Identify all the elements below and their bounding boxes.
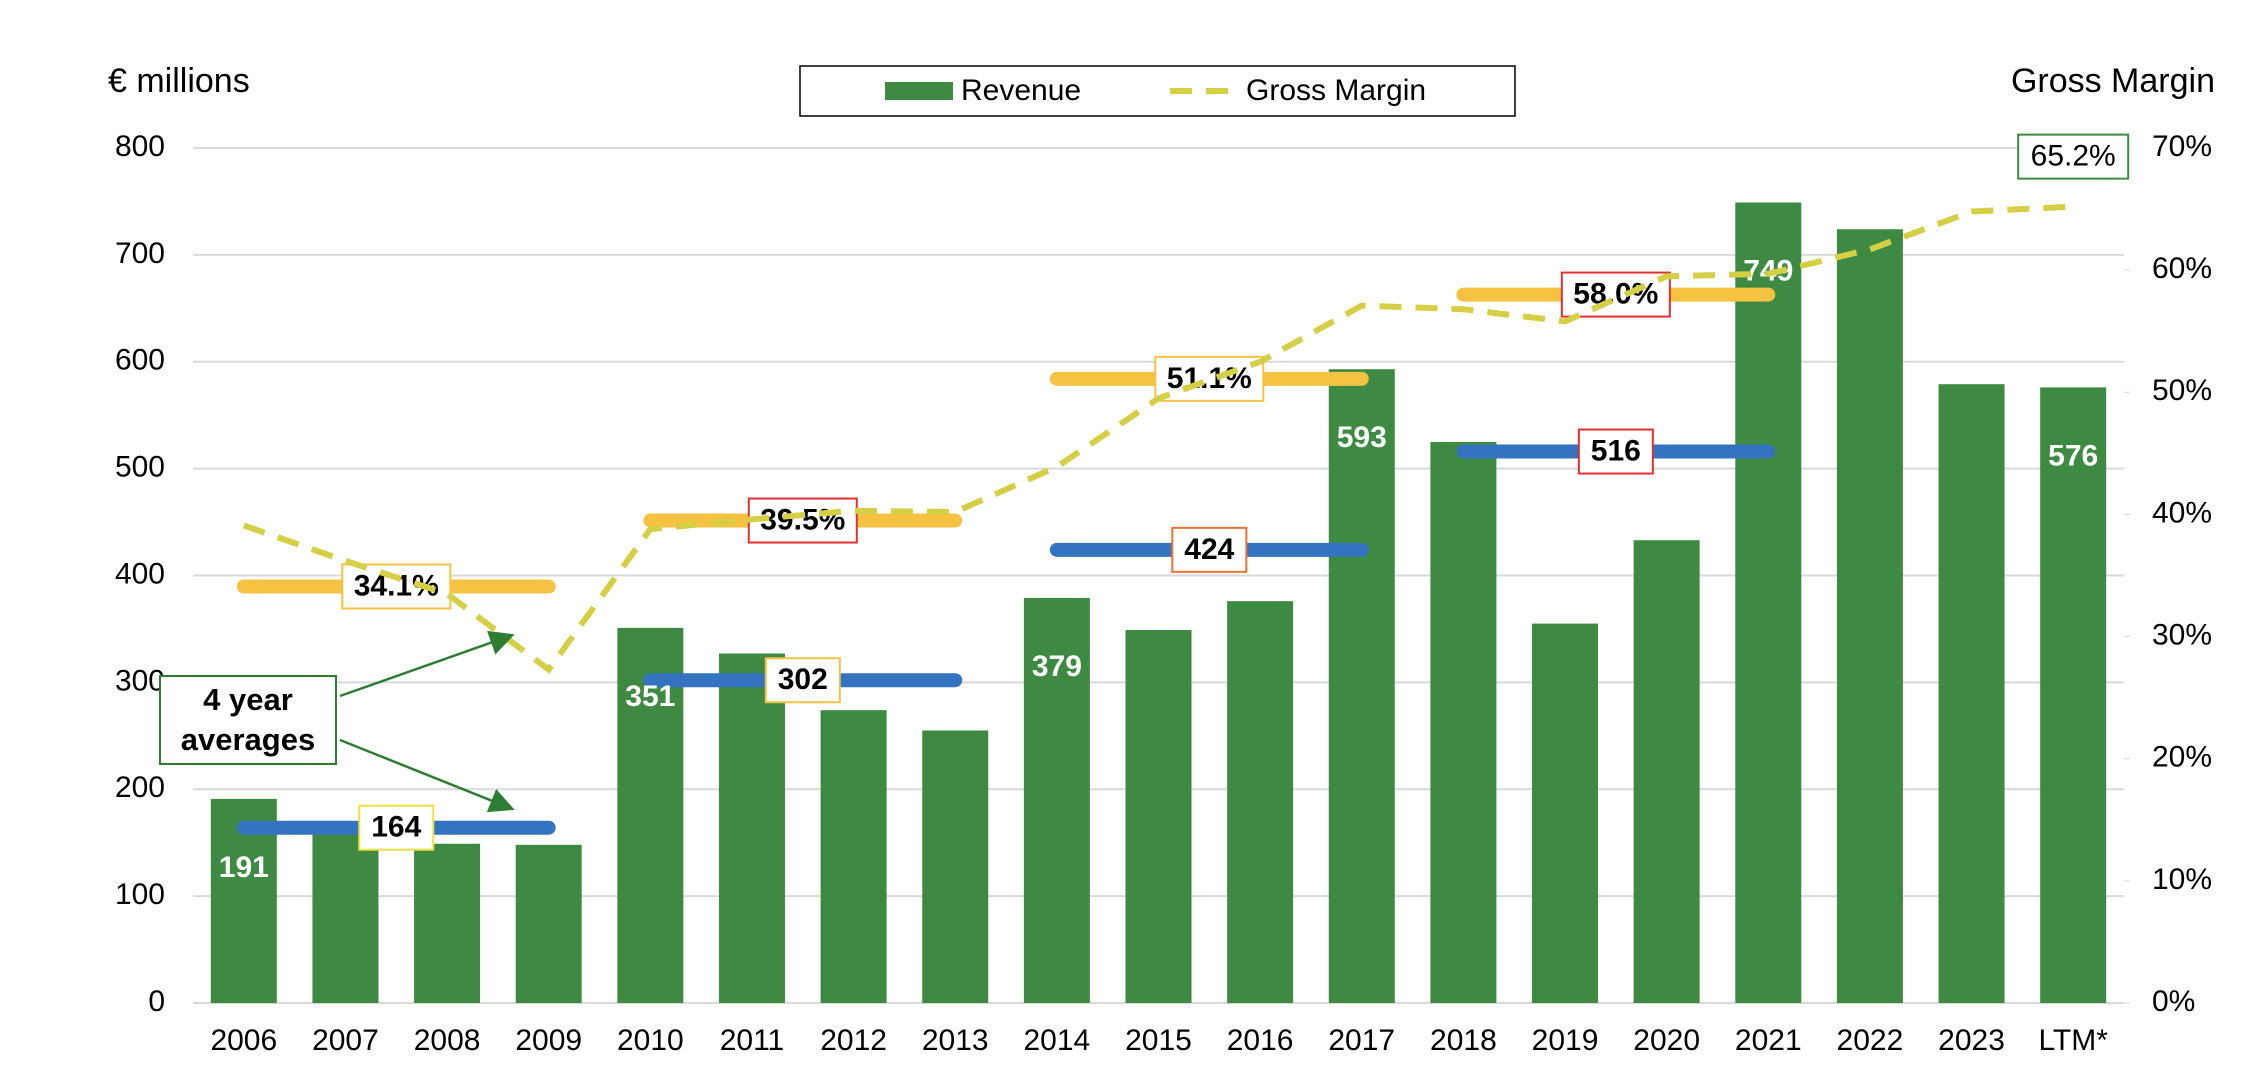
- x-tick-label: 2015: [1125, 1024, 1192, 1057]
- y2-tick-label: 50%: [2152, 374, 2212, 407]
- average-box: [358, 804, 435, 851]
- bar: [1532, 623, 1599, 1003]
- average-label: 39.5%: [760, 503, 845, 536]
- bar: [1430, 441, 1497, 1003]
- bar: [312, 821, 379, 1003]
- annotation-text: 4 year averages: [180, 682, 316, 757]
- bar-value-label: 593: [1337, 421, 1387, 454]
- bar: [1328, 369, 1395, 1003]
- annotation-arrow: [339, 738, 515, 813]
- x-tick-label: 2009: [515, 1024, 582, 1057]
- overlay: 34.1%16439.5%30251.1%42458.0%51619135137…: [219, 133, 2130, 884]
- y2-tick-label: 10%: [2152, 863, 2212, 896]
- y-tick-label: 400: [115, 557, 165, 590]
- x-tick-label: 2013: [922, 1024, 989, 1057]
- legend-label: Gross Margin: [1246, 74, 1426, 107]
- y2-axis-label: Gross Margin: [2011, 62, 2215, 100]
- average-label: 58.0%: [1573, 277, 1658, 310]
- bar: [617, 627, 684, 1003]
- average-label: 164: [371, 811, 421, 844]
- bar: [820, 710, 887, 1003]
- x-tick-label: LTM*: [2038, 1024, 2108, 1057]
- legend-swatch: [885, 82, 953, 100]
- x-tick-label: 2019: [1532, 1024, 1599, 1057]
- y-tick-label: 300: [115, 664, 165, 697]
- gross-margin-line: [242, 203, 2074, 674]
- average-label: 516: [1591, 434, 1641, 467]
- x-tick-label: 2021: [1735, 1024, 1802, 1057]
- annotation-box: [159, 675, 337, 765]
- y2-tick-label: 0%: [2152, 985, 2195, 1018]
- x-tick-label: 2006: [210, 1024, 277, 1057]
- bar: [1023, 597, 1090, 1003]
- bars: [210, 202, 2107, 1004]
- bar: [1735, 202, 1802, 1004]
- average-label: 424: [1184, 533, 1234, 566]
- x-tick-label: 2011: [720, 1024, 785, 1057]
- x-tick-label: 2020: [1633, 1024, 1700, 1057]
- x-tick-label: 2014: [1023, 1024, 1090, 1057]
- average-box: [1577, 428, 1654, 475]
- bar: [1633, 540, 1700, 1003]
- average-box: [764, 657, 841, 704]
- y2-tick-label: 30%: [2152, 618, 2212, 651]
- y2-tick-label: 20%: [2152, 741, 2212, 774]
- bar: [1227, 601, 1294, 1003]
- x-tick-label: 2022: [1837, 1024, 1904, 1057]
- average-label: 302: [778, 663, 828, 696]
- y-tick-label: 600: [115, 344, 165, 377]
- y-tick-label: 700: [115, 237, 165, 270]
- line-value-box: [2017, 133, 2130, 180]
- bar-value-label: 379: [1032, 650, 1082, 683]
- y-axis-label: € millions: [108, 62, 250, 100]
- bar: [1938, 384, 2005, 1004]
- bar: [922, 730, 989, 1003]
- bar-value-label: 576: [2048, 439, 2098, 472]
- x-tick-label: 2023: [1938, 1024, 2005, 1057]
- x-tick-label: 2012: [820, 1024, 887, 1057]
- bar: [414, 843, 481, 1003]
- bar: [1836, 229, 1903, 1004]
- annotation-arrow: [339, 630, 515, 698]
- average-box: [1560, 271, 1671, 318]
- y2-tick-label: 40%: [2152, 496, 2212, 529]
- bar: [1125, 630, 1192, 1003]
- y2-tick-label: 70%: [2152, 130, 2212, 163]
- y-tick-label: 0: [148, 985, 165, 1018]
- x-tick-label: 2008: [414, 1024, 481, 1057]
- bar-value-label: 351: [625, 680, 675, 713]
- x-tick-label: 2016: [1227, 1024, 1294, 1057]
- x-tick-label: 2010: [617, 1024, 684, 1057]
- average-box: [1171, 526, 1248, 573]
- line-value-label: 65.2%: [2031, 140, 2116, 173]
- bar: [515, 844, 582, 1003]
- annotation: 4 year averages: [180, 682, 316, 757]
- legend-label: Revenue: [961, 74, 1081, 107]
- bar: [718, 653, 785, 1003]
- x-tick-label: 2017: [1328, 1024, 1395, 1057]
- y-tick-label: 100: [115, 878, 165, 911]
- average-label: 51.1%: [1167, 362, 1252, 395]
- y-tick-label: 800: [115, 130, 165, 163]
- y-tick-label: 200: [115, 771, 165, 804]
- y2-tick-label: 60%: [2152, 252, 2212, 285]
- bar: [2040, 387, 2107, 1003]
- bar-value-label: 191: [219, 851, 269, 884]
- x-tick-label: 2018: [1430, 1024, 1497, 1057]
- x-tick-label: 2007: [312, 1024, 379, 1057]
- average-box: [1154, 355, 1265, 402]
- y-tick-label: 500: [115, 451, 165, 484]
